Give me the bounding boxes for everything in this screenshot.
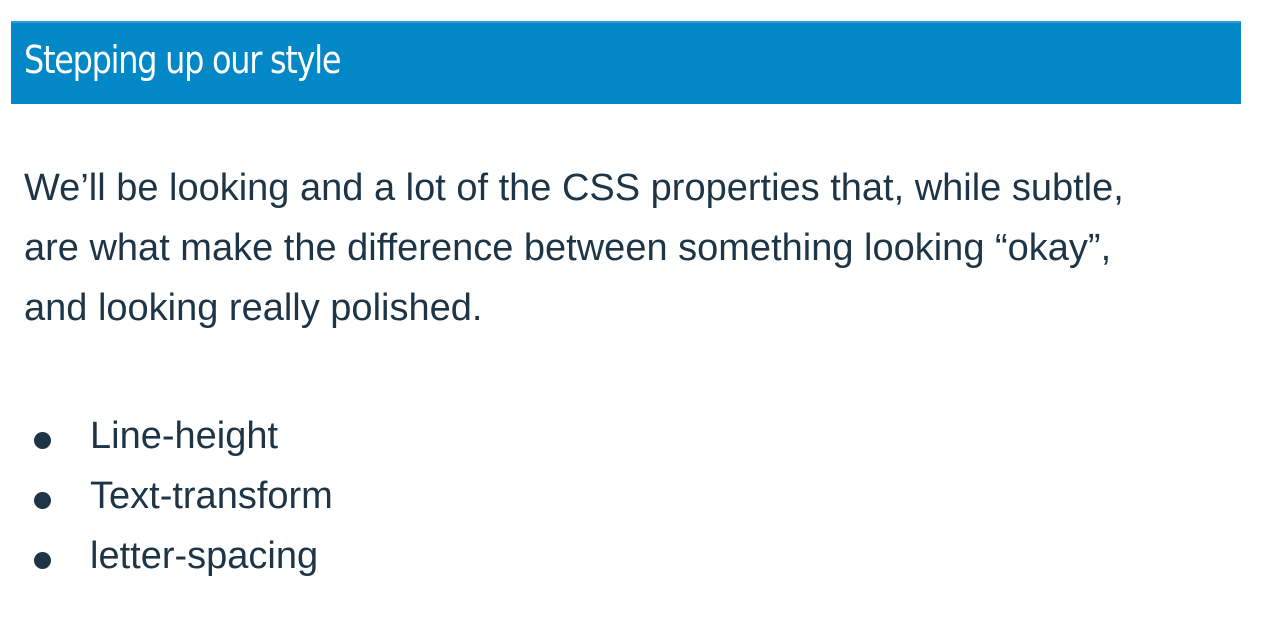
list-item: letter-spacing bbox=[24, 526, 333, 586]
list-item: Text-transform bbox=[24, 466, 333, 526]
body-paragraph: We’ll be looking and a lot of the CSS pr… bbox=[24, 167, 1124, 329]
bullet-text: Line-height bbox=[90, 415, 279, 457]
title-bar: Stepping up our style bbox=[11, 21, 1241, 104]
bullet-list: Line-height Text-transform letter-spacin… bbox=[24, 406, 333, 586]
list-item: Line-height bbox=[24, 406, 333, 466]
bullet-text: letter-spacing bbox=[90, 535, 319, 577]
bullet-icon bbox=[34, 432, 51, 449]
bullet-icon bbox=[34, 552, 51, 569]
bullet-text: Text-transform bbox=[90, 475, 333, 517]
bullet-icon bbox=[34, 492, 51, 509]
slide-title: Stepping up our style bbox=[24, 38, 341, 82]
